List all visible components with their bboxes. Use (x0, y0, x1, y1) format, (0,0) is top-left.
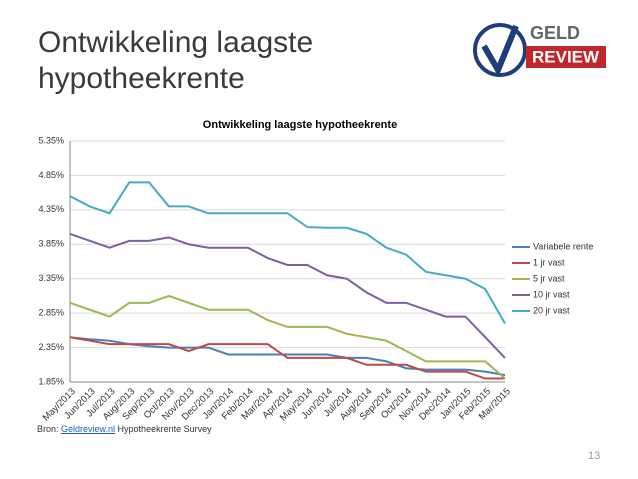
y-tick-label: 5.35% (38, 135, 64, 145)
line-series (69, 294, 506, 380)
source-link[interactable]: Geldreview.nl (61, 424, 116, 434)
logo: GELD REVIEW (473, 23, 606, 77)
chart-title: Ontwikkeling laagste hypotheekrente (203, 119, 397, 131)
slide-title: hypotheekrente (38, 62, 245, 95)
source-prefix: Bron: (37, 424, 62, 434)
y-tick-label: 1.85% (38, 376, 64, 386)
y-tick-label: 2.35% (38, 342, 64, 352)
logo-bottom: REVIEW (532, 47, 600, 66)
source: Bron: Geldreview.nl Hypotheekrente Surve… (37, 424, 212, 434)
y-tick-label: 4.85% (38, 170, 64, 180)
line-series (69, 181, 506, 324)
logo-check (481, 24, 519, 77)
legend-label: Variabele rente (533, 241, 593, 251)
legend-label: 5 jr vast (533, 273, 565, 283)
slide-title: Ontwikkeling laagste (38, 26, 314, 59)
legend-label: 20 jr vast (533, 305, 570, 315)
line-series (69, 233, 506, 359)
y-tick-label: 2.85% (38, 308, 64, 318)
y-tick-label: 4.35% (38, 204, 64, 214)
legend-label: 1 jr vast (533, 257, 565, 267)
line-series (69, 336, 506, 377)
source-suffix: Hypotheekrente Survey (115, 424, 212, 434)
y-tick-label: 3.85% (38, 239, 64, 249)
legend-label: 10 jr vast (533, 289, 570, 299)
line-series (69, 336, 505, 380)
logo-band (526, 46, 606, 68)
y-tick-label: 3.35% (38, 273, 64, 283)
page-number: 13 (588, 450, 601, 462)
logo-top: GELD (530, 23, 580, 43)
